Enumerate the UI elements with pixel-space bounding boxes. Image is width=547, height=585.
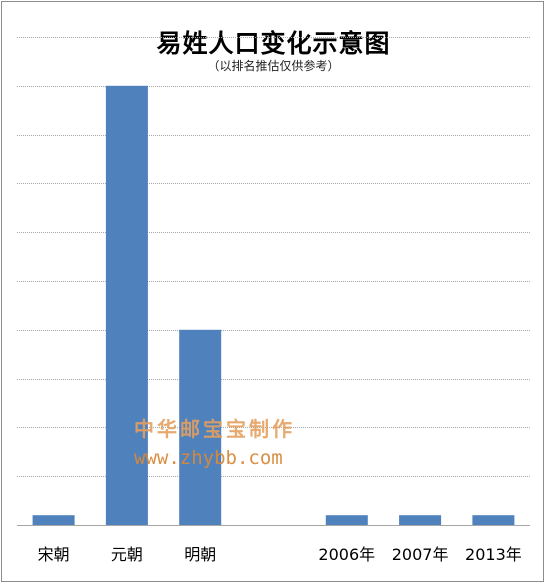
watermark-url: www.zhybb.com [134, 447, 283, 469]
bar [179, 329, 222, 525]
x-tick-label: 2006年 [318, 545, 375, 564]
x-tick-label: 2007年 [392, 545, 449, 564]
x-tick-label: 2013年 [465, 545, 522, 564]
bar [105, 85, 148, 526]
watermark-text: 中华邮宝宝制作 [134, 417, 295, 441]
bar [32, 515, 75, 525]
chart-title: 易姓人口变化示意图 [156, 29, 391, 58]
bar [325, 515, 368, 525]
x-tick-label: 明朝 [184, 545, 216, 564]
x-tick-label: 宋朝 [38, 545, 70, 564]
bar [472, 515, 515, 525]
chart-subtitle: （以排名推估仅供参考） [207, 59, 340, 73]
x-tick-label: 元朝 [111, 545, 143, 564]
bar [399, 515, 442, 525]
